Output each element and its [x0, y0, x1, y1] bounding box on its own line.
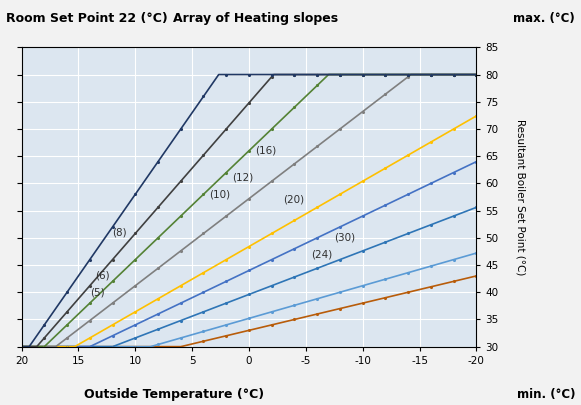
Text: Room Set Point 22 (°C): Room Set Point 22 (°C) — [6, 12, 167, 25]
Text: (30): (30) — [334, 233, 356, 243]
Text: Array of Heating slopes: Array of Heating slopes — [173, 12, 338, 25]
Text: Outside Temperature (°C): Outside Temperature (°C) — [84, 388, 264, 401]
Text: max. (°C): max. (°C) — [514, 12, 575, 25]
Text: min. (°C): min. (°C) — [517, 388, 575, 401]
Text: (16): (16) — [254, 146, 276, 156]
Text: (12): (12) — [232, 173, 253, 183]
Text: (24): (24) — [311, 249, 333, 259]
Text: (8): (8) — [113, 227, 127, 237]
Text: (20): (20) — [283, 195, 304, 205]
Text: (6): (6) — [95, 271, 110, 281]
Y-axis label: Resultant Boiler Set Point (°C): Resultant Boiler Set Point (°C) — [515, 119, 525, 275]
Text: (5): (5) — [90, 287, 105, 297]
Text: (10): (10) — [209, 189, 230, 199]
